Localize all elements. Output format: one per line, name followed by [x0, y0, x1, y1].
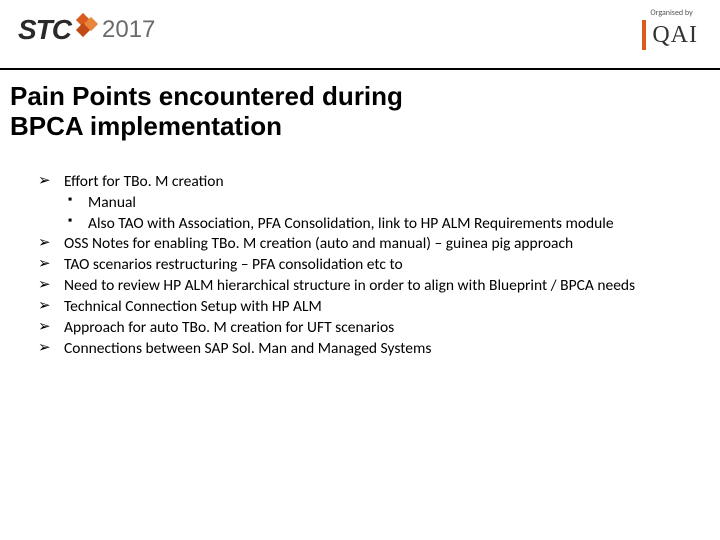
qai-bar-icon	[642, 20, 646, 50]
title-line-2: BPCA implementation	[10, 112, 403, 142]
organised-by-label: Organised by	[650, 8, 698, 18]
bullet-list: Effort for TBo. M creation Manual Also T…	[38, 172, 688, 359]
bullet-item: Approach for auto TBo. M creation for UF…	[38, 318, 688, 338]
sub-bullet-group: Manual Also TAO with Association, PFA Co…	[38, 193, 688, 234]
stc-logo: STC 2017	[18, 14, 155, 46]
qai-logo-wrap: QAI	[642, 20, 698, 50]
bullet-item: OSS Notes for enabling TBo. M creation (…	[38, 234, 688, 254]
bullet-item: Effort for TBo. M creation	[38, 172, 688, 192]
bullet-item: TAO scenarios restructuring – PFA consol…	[38, 255, 688, 275]
bullet-item: Need to review HP ALM hierarchical struc…	[38, 276, 688, 296]
sub-bullet-item: Manual	[64, 193, 688, 213]
bullet-item: Connections between SAP Sol. Man and Man…	[38, 339, 688, 359]
stc-diamond-icon	[74, 13, 102, 41]
stc-logo-year: 2017	[102, 16, 155, 44]
stc-logo-text: STC	[18, 14, 71, 46]
sub-bullet-item: Also TAO with Association, PFA Consolida…	[64, 214, 688, 234]
header-divider	[0, 68, 720, 70]
slide-title: Pain Points encountered during BPCA impl…	[10, 82, 403, 142]
qai-logo-text: QAI	[652, 22, 698, 49]
qai-logo: Organised by QAI	[642, 8, 698, 50]
title-line-1: Pain Points encountered during	[10, 82, 403, 112]
slide-header: STC 2017 Organised by QAI	[0, 0, 720, 68]
bullet-item: Technical Connection Setup with HP ALM	[38, 297, 688, 317]
